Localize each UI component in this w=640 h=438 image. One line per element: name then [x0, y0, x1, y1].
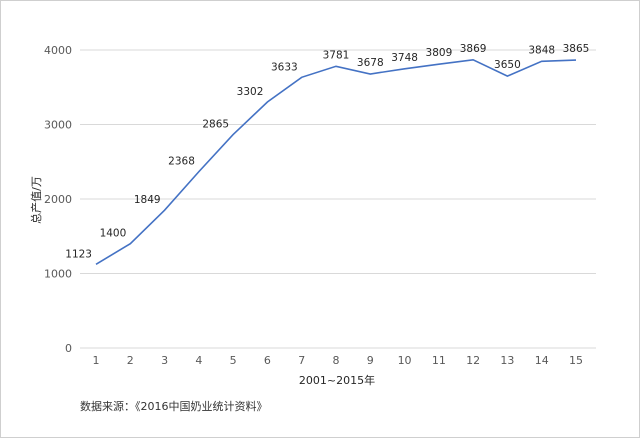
x-tick-label-8: 9: [367, 354, 374, 367]
y-tick-label-3: 3000: [44, 119, 72, 132]
x-tick-label-10: 11: [432, 354, 446, 367]
data-label-9: 3748: [391, 52, 418, 64]
data-labels: 1123 1400 1849 2368 2865 3302 3633 3781 3678 3748…: [65, 43, 589, 260]
source-note: 数据来源：《2016中国奶业统计资料》: [80, 400, 268, 413]
x-tick-label-9: 10: [398, 354, 412, 367]
data-label-8: 3678: [357, 57, 384, 69]
y-tick-label-2: 2000: [44, 193, 72, 206]
y-tick-label-4: 4000: [44, 44, 72, 57]
y-tick-label-1: 1000: [44, 268, 72, 281]
x-axis-title: 2001~2015年: [299, 373, 375, 387]
x-tick-label-7: 8: [333, 354, 340, 367]
x-tick-label-5: 6: [264, 354, 271, 367]
x-tick-label-14: 15: [569, 354, 583, 367]
x-tick-label-13: 14: [535, 354, 549, 367]
gridlines: [80, 49, 596, 349]
x-tick-label-4: 5: [230, 354, 237, 367]
x-tick-label-3: 4: [195, 354, 202, 367]
data-label-10: 3809: [426, 47, 453, 59]
x-tick-label-0: 1: [93, 354, 100, 367]
data-label-7: 3781: [323, 49, 350, 61]
y-axis-title: 总产值/万: [29, 176, 43, 224]
data-label-6: 3633: [271, 61, 298, 73]
x-tick-label-2: 3: [161, 354, 168, 367]
x-tick-label-6: 7: [298, 354, 305, 367]
x-axis-ticks: 1 2 3 4 5 6 7 8 9 10 11 12 13 14 15: [93, 354, 584, 367]
x-tick-label-1: 2: [127, 354, 134, 367]
data-label-0: 1123: [65, 248, 92, 260]
data-label-5: 3302: [237, 86, 264, 98]
data-label-4: 2865: [202, 119, 229, 131]
data-label-14: 3865: [563, 43, 590, 55]
data-label-13: 3848: [528, 44, 555, 56]
series-line: [95, 58, 577, 265]
x-tick-label-12: 13: [500, 354, 514, 367]
data-label-3: 2368: [168, 156, 195, 168]
y-tick-label-0: 0: [65, 342, 72, 355]
data-label-12: 3650: [494, 59, 521, 71]
x-tick-label-11: 12: [466, 354, 480, 367]
data-label-1: 1400: [100, 228, 127, 240]
data-label-11: 3869: [460, 43, 487, 55]
y-axis-ticks: 0 1000 2000 3000 4000: [44, 44, 72, 355]
data-label-2: 1849: [134, 194, 161, 206]
